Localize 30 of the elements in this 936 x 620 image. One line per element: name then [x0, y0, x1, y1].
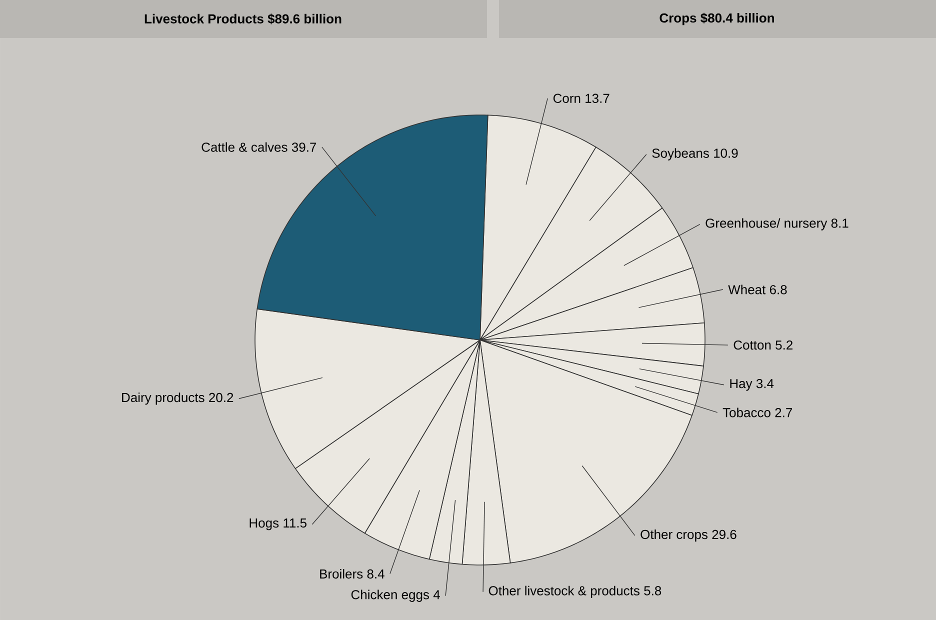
data-label: 11.5: [284, 518, 306, 528]
slice-label: Soybeans: [652, 148, 709, 160]
data-label: 2.7: [775, 408, 792, 418]
data-label: 8.1: [831, 218, 848, 228]
data-label: 3.4: [756, 378, 774, 388]
slice-label: Wheat: [728, 284, 766, 294]
chart-title: Livestock Products $89.6 billion: [144, 14, 342, 24]
slice-label: Dairy products: [122, 392, 204, 405]
data-label: 39.7: [292, 142, 316, 152]
data-label: 5.8: [644, 586, 662, 596]
data-label: 10.9: [714, 148, 738, 158]
slice-label: Hay: [730, 379, 752, 391]
slice-label: Other crops: [640, 530, 708, 542]
slice-label: Broilers: [320, 569, 363, 579]
data-label: 5.2: [776, 340, 792, 350]
slice-label: Greenhouse/ nursery: [706, 218, 828, 230]
data-label: 4: [433, 590, 440, 600]
data-label: 13.7: [586, 94, 610, 103]
slice-label: Cotton: [734, 340, 771, 350]
data-label: 29.6: [712, 530, 736, 540]
slice-label: Hogs: [250, 518, 279, 530]
data-label: 20.2: [209, 392, 234, 402]
chart-subtitle: Crops $80.4 billion: [660, 12, 774, 26]
data-label: 8.4: [367, 569, 384, 579]
slice-label: Tobacco: [722, 408, 770, 418]
slice-label: Chicken eggs: [351, 590, 430, 602]
data-label: 6.8: [770, 285, 787, 294]
slice-label: Cattle & calves: [202, 142, 288, 152]
slice-label: Corn: [553, 94, 580, 103]
slice-label: Other livestock & products: [488, 586, 640, 598]
